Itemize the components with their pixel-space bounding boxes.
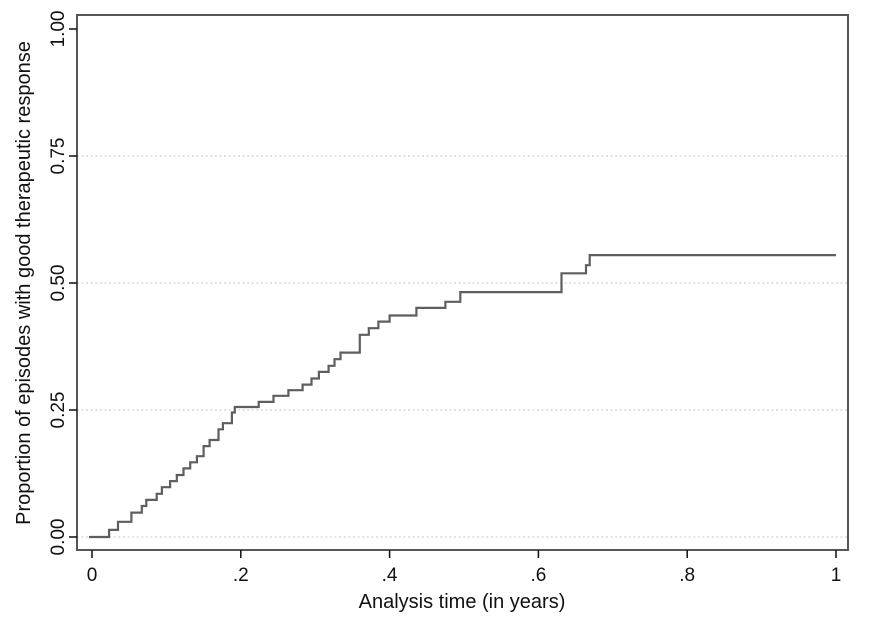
x-tick-label-0: 0 <box>87 565 98 586</box>
ticks-layer <box>69 28 837 558</box>
x-tick-label-.8: .8 <box>679 565 695 586</box>
y-tick-label-0.50: 0.50 <box>48 265 69 302</box>
y-tick-label-0.75: 0.75 <box>48 138 69 175</box>
y-axis-title: Proportion of episodes with good therape… <box>13 41 35 525</box>
y-tick-label-0.00: 0.00 <box>48 519 69 556</box>
x-tick-label-.4: .4 <box>382 565 398 586</box>
y-tick-label-0.25: 0.25 <box>48 392 69 429</box>
y-tick-label-1.00: 1.00 <box>48 11 69 48</box>
km-step-curve <box>89 254 836 539</box>
x-tick-label-.2: .2 <box>233 565 249 586</box>
x-tick-label-1: 1 <box>831 565 842 586</box>
gridlines-layer <box>77 155 848 538</box>
x-tick-label-.6: .6 <box>530 565 546 586</box>
tick-labels-layer: 0.00 0.25 0.50 0.75 1.00 0 .2 .4 .6 .8 1 <box>48 11 841 586</box>
x-axis-title: Analysis time (in years) <box>359 591 566 613</box>
